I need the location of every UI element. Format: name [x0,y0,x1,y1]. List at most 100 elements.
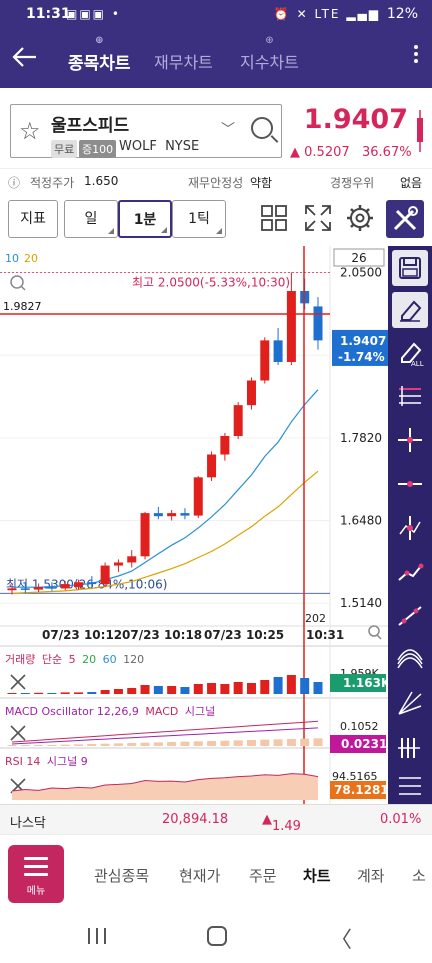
indicator-button[interactable]: 지표 [8,200,58,238]
hamburger-icon [24,857,48,881]
back-arrow-icon[interactable] [10,42,40,72]
y-tick-label: 1.5140 [340,596,382,610]
candle-body [167,513,177,517]
macd-bar [300,738,310,746]
volume-bar [60,692,70,694]
tab-finance-chart[interactable]: 재무차트 [154,53,213,72]
candlestick-chart[interactable]: 10 20 26 07/23 10:12 07/23 10:18 07/23 1… [0,246,391,804]
search-icon[interactable] [251,117,273,139]
close-macd-icon[interactable] [10,725,26,741]
tab-stock-chart[interactable]: ⊕ 종목차트 [68,35,131,74]
gear-icon[interactable] [344,202,376,234]
ma10-line [12,389,319,588]
rsi-legend: RSI 14 시그널 9 [5,755,88,768]
y-tick-label: 2.0500 [340,266,382,280]
help-icon[interactable]: ⓘ [8,176,21,190]
period-minute-button[interactable]: 1분 [118,200,172,238]
candle-body [140,513,150,557]
x-label-0: 07/23 10:12 [42,628,122,642]
chevron-down-icon[interactable]: ﹀ [221,122,235,138]
grid-layout-icon[interactable] [258,202,290,234]
stock-search-box[interactable]: ☆ 울프스피드 무료 증100 WOLF NYSE ﹀ [10,104,282,158]
volume-bar [87,692,97,694]
compete-value: 없음 [400,176,423,190]
candle-count-box[interactable] [333,248,385,267]
compete-label: 경쟁우위 [330,176,375,190]
fib-icon[interactable] [392,378,428,414]
nav-account[interactable]: 계좌 [357,867,385,885]
vertical-line-icon[interactable] [392,510,428,546]
volume-bar [273,677,283,694]
x-label-3: 10:31 [306,628,344,642]
volume-legend: 거래량 단순 5 20 60 120 [5,653,144,666]
macd-tick: 0.1052 [340,720,379,733]
period-tick-button[interactable]: 1틱 [172,200,226,238]
ticker-label: WOLF NYSE [119,139,200,154]
parallel-lines-icon[interactable] [392,730,428,766]
macd-value-tag [330,735,386,753]
star-icon[interactable]: ☆ [19,117,41,145]
nav-watchlist[interactable]: 관심종목 [94,867,150,885]
candle-body [246,380,256,406]
tab-index-chart[interactable]: ⊕ 지수차트 [240,35,299,72]
angle-line-icon[interactable] [392,686,428,722]
macd-bar [260,739,270,746]
period-day-button[interactable]: 일 [64,200,118,238]
expand-icon[interactable] [302,202,334,234]
candle-body [180,513,190,516]
new-badge-icon: ⊕ [95,35,104,46]
macd-value: 0.0231 [341,737,387,751]
close-volume-icon[interactable] [10,674,26,690]
volume-bar [153,686,163,694]
volume-bar [313,682,323,694]
volume-bar [207,683,217,694]
current-change-tag-value: -1.74% [338,350,385,364]
rsi-value-tag [330,781,386,799]
volume-bar [246,683,256,694]
search-icon[interactable] [368,625,382,640]
index-value: 20,894.18 [162,812,229,827]
svg-text:ALL: ALL [411,360,424,368]
candle-body [7,588,17,591]
ray-line-icon[interactable] [392,598,428,634]
macd-bar [220,740,230,746]
current-price-tag [332,329,388,366]
rsi-line [11,773,319,792]
x-label-partial: 202 [305,612,326,625]
channel-icon[interactable] [392,768,428,804]
candle-count: 26 [351,251,366,265]
index-ticker-row[interactable]: 나스닥 20,894.18 ▲ 1.49 0.01% [0,804,432,834]
macd-bar [60,744,70,746]
crosshair-icon[interactable] [392,422,428,458]
eraser-icon[interactable] [392,292,428,328]
rsi-tick: 94.5165 [332,770,378,783]
drawing-tools-button[interactable] [386,200,424,238]
volume-bar [300,678,310,694]
macd-bar [7,745,17,746]
nav-more[interactable]: 소 [412,867,426,885]
current-price-tag-value: 1.9407 [340,334,386,348]
horizontal-line-icon[interactable] [392,466,428,502]
volume-bar [34,692,44,694]
nav-order[interactable]: 주문 [249,867,277,885]
macd-bar [246,740,256,746]
home-icon[interactable] [207,926,227,946]
nav-chart[interactable]: 차트 [303,867,331,885]
volume-bar [100,690,110,694]
free-chip: 무료 [51,140,78,158]
info-row: ⓘ 적정주가 1.650 재무안정성 약함 경쟁우위 없음 [0,168,432,192]
trend-line-icon[interactable] [392,554,428,590]
eraser-all-icon[interactable]: ALL [392,334,428,370]
volume-bar [113,689,123,694]
recent-apps-icon[interactable] [88,928,106,944]
macd-bar [113,743,123,746]
menu-button[interactable]: 메뉴 [8,845,64,903]
more-options-icon[interactable] [410,42,422,72]
fan-line-icon[interactable] [392,642,428,678]
zoom-icon[interactable] [10,275,26,291]
volume-bar [47,693,57,694]
back-icon[interactable]: 〈 [330,928,353,953]
nav-current-price[interactable]: 현재가 [179,867,221,885]
save-icon[interactable] [392,250,428,286]
chart-area[interactable]: 10 20 26 07/23 10:12 07/23 10:18 07/23 1… [0,246,391,804]
